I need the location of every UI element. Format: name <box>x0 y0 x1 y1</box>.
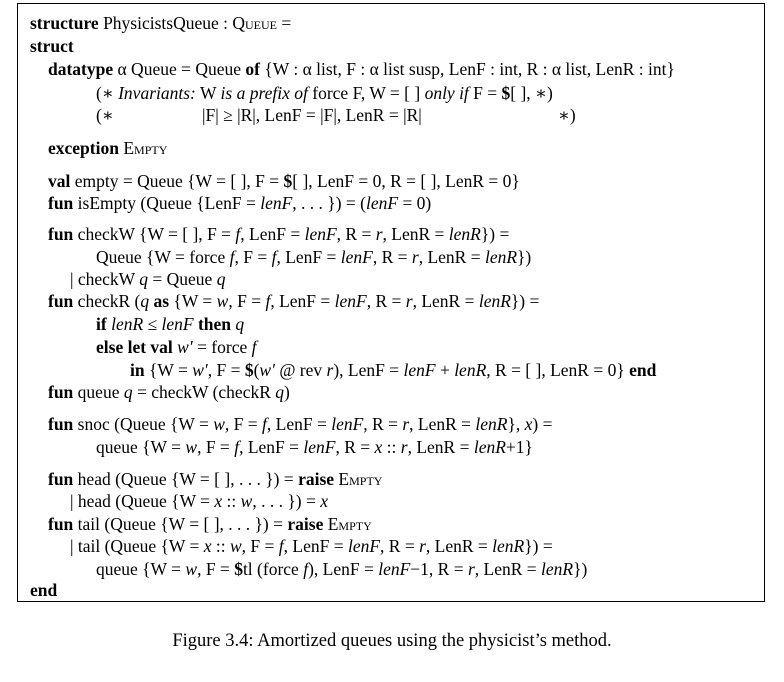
code-line-isempty: fun isEmpty (Queue {LenF = lenF, . . . }… <box>48 193 432 213</box>
code-line-datatype: datatype α Queue = Queue of {W : α list,… <box>48 59 675 79</box>
code-line-head-2: | head (Queue {W = x :: w, . . . }) = x <box>70 491 328 511</box>
figure-caption: Figure 3.4: Amortized queues using the p… <box>172 631 612 651</box>
code-figure-frame: structure PhysicistsQueue : Queue = stru… <box>17 3 765 602</box>
code-line-val-empty: val empty = Queue {W = [ ], F = $[ ], Le… <box>48 171 520 191</box>
code-line-checkr-1: fun checkR (q as {W = w, F = f, LenF = l… <box>48 291 540 311</box>
code-line-invariants-body: |F| ≥ |R|, LenF = |F|, LenR = |R| <box>202 105 422 125</box>
code-line-checkw-1: fun checkW {W = [ ], F = f, LenF = lenF,… <box>48 224 510 244</box>
code-line-invariants-comment-2: (∗ <box>96 105 114 125</box>
code-line-checkr-3: else let val w′ = force f <box>96 337 257 357</box>
code-line-checkr-2: if lenR ≤ lenF then q <box>96 314 245 334</box>
code-line-snoc-2: queue {W = w, F = f, LenF = lenF, R = x … <box>96 437 533 457</box>
code-line-tail-1: fun tail (Queue {W = [ ], . . . }) = rai… <box>48 514 372 534</box>
code-line-checkw-2: Queue {W = force f, F = f, LenF = lenF, … <box>96 247 532 267</box>
code-line-invariants-comment: (∗ Invariants: W is a prefix of force F,… <box>96 83 553 103</box>
code-line-snoc-1: fun snoc (Queue {W = w, F = f, LenF = le… <box>48 414 553 434</box>
code-line-checkr-4: in {W = w′, F = $(w′ @ rev r), LenF = le… <box>130 360 657 380</box>
code-line-struct: struct <box>30 36 74 56</box>
code-line-structure: structure PhysicistsQueue : Queue = <box>30 13 292 33</box>
code-line-invariants-close: ∗) <box>558 105 576 125</box>
code-line-tail-2: | tail (Queue {W = x :: w, F = f, LenF =… <box>70 536 553 556</box>
code-line-end: end <box>30 580 58 600</box>
code-line-exception: exception Empty <box>48 138 168 158</box>
code-line-head-1: fun head (Queue {W = [ ], . . . }) = rai… <box>48 469 383 489</box>
code-line-checkw-3: | checkW q = Queue q <box>70 269 226 289</box>
code-line-tail-3: queue {W = w, F = $tl (force f), LenF = … <box>96 559 588 579</box>
code-line-queue: fun queue q = checkW (checkR q) <box>48 382 290 402</box>
